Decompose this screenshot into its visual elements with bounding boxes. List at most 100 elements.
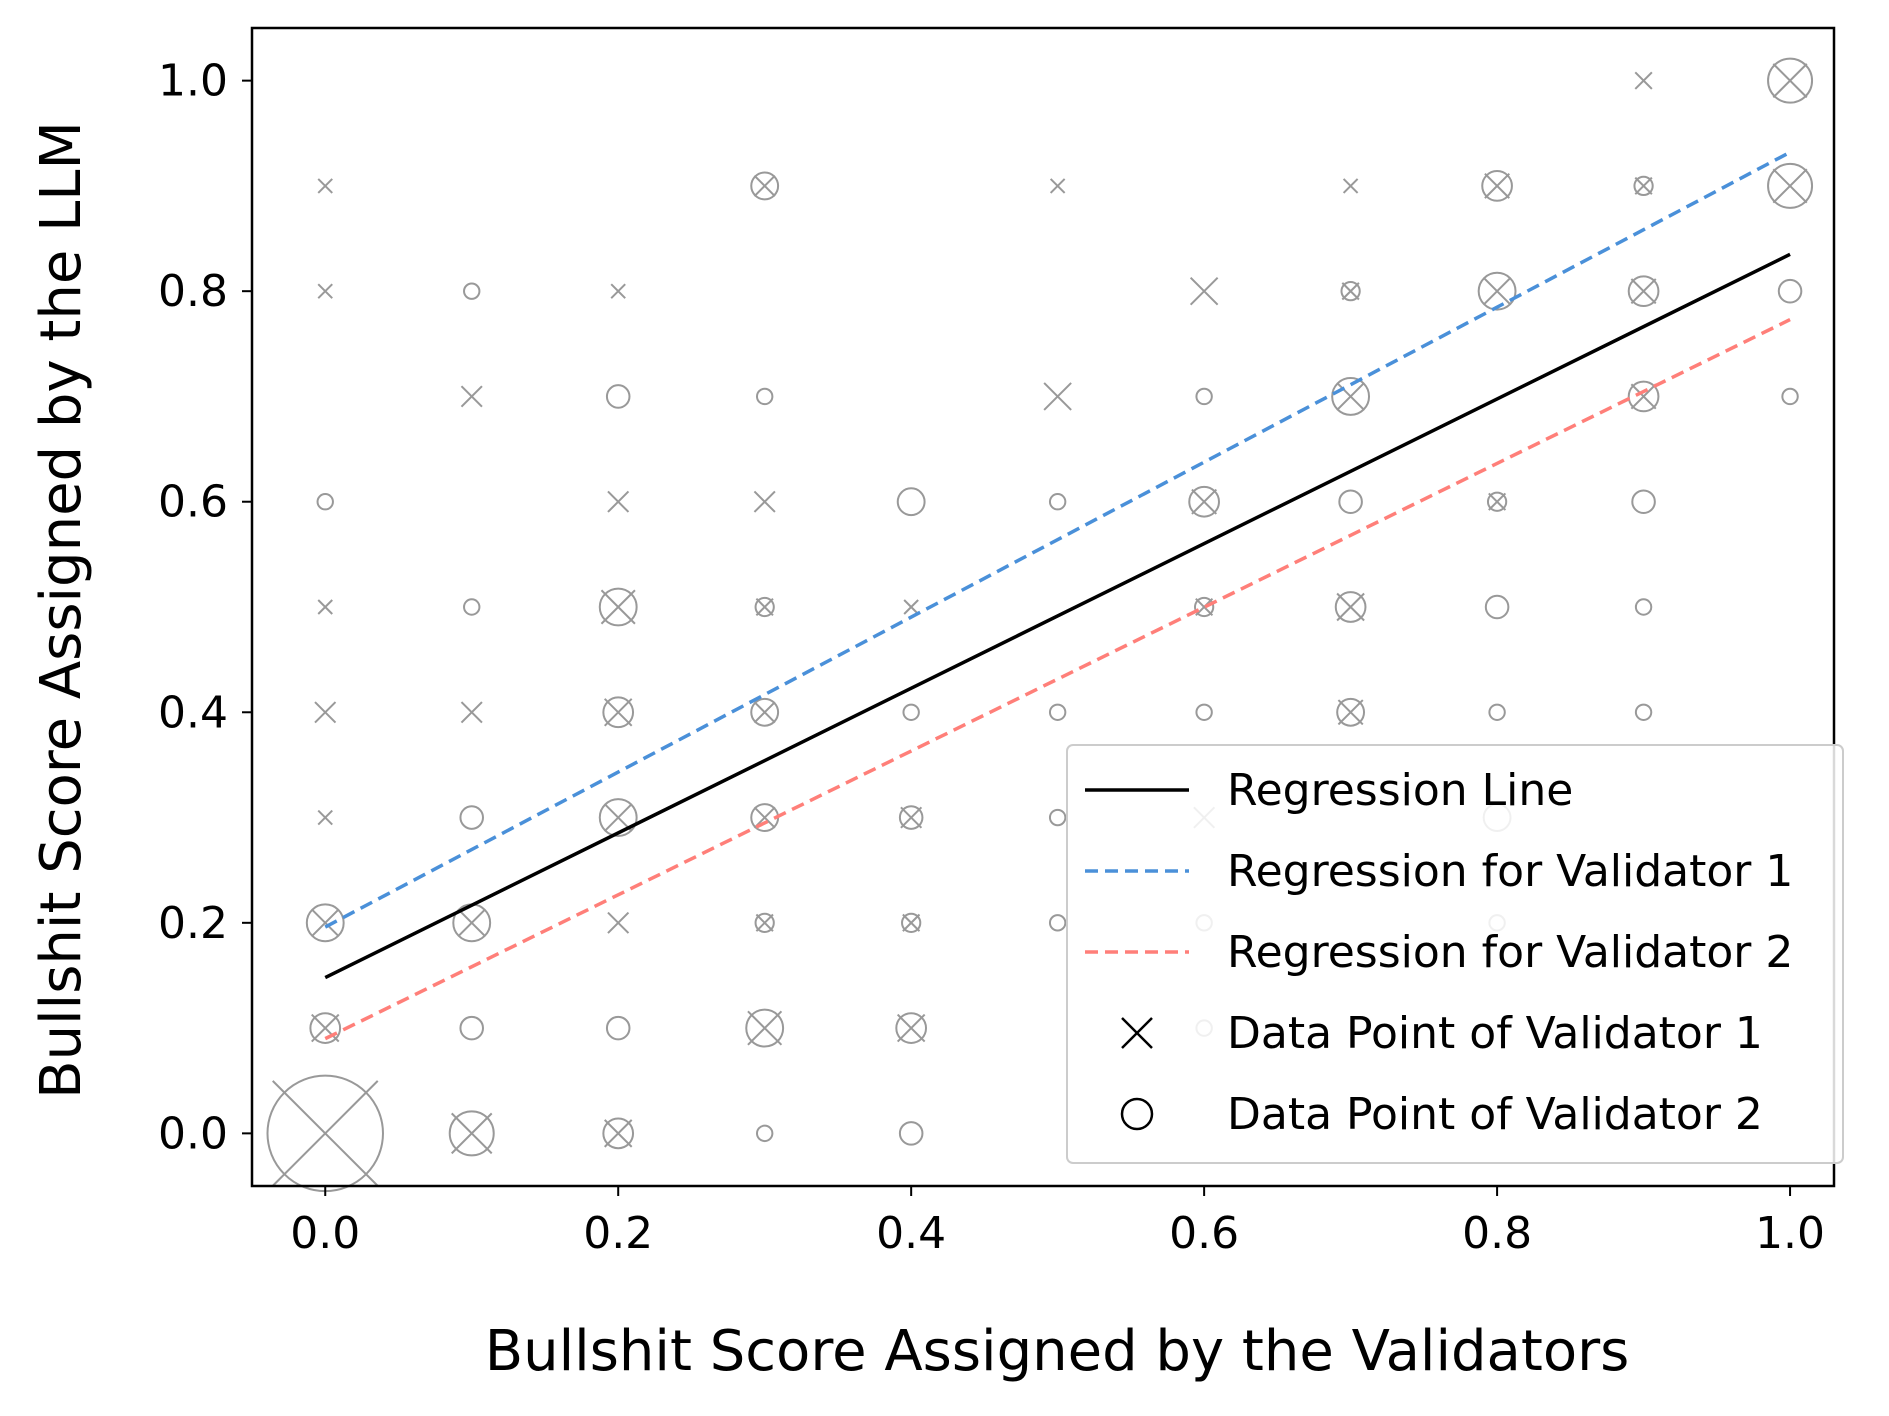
- x-marker-stroke: [603, 698, 633, 727]
- validator2-o-marker: [1193, 596, 1215, 618]
- x-marker-stroke: [460, 701, 483, 724]
- x-marker-stroke: [607, 490, 630, 513]
- validator2-o-marker: [1048, 703, 1067, 721]
- validator2-o-marker: [1338, 489, 1363, 515]
- validator2-o-marker: [1195, 387, 1213, 406]
- validator2-o-marker: [1188, 485, 1220, 518]
- validator1-x-marker: [1342, 178, 1359, 194]
- regression-lines-layer: [324, 150, 1791, 1041]
- validator2-o-marker: [1486, 491, 1508, 512]
- regression-line-validator-2: [324, 318, 1791, 1041]
- y-axis: 0.0 0.2 0.4 0.6 0.8 1.0: [158, 56, 252, 1159]
- x-marker-stroke: [1189, 276, 1219, 306]
- x-marker-stroke: [457, 908, 486, 938]
- validator1-x-marker: [317, 599, 333, 615]
- validator2-o-marker: [605, 1015, 631, 1041]
- validator2-o-marker: [602, 1117, 635, 1150]
- x-marker-stroke: [272, 1080, 379, 1187]
- x-marker-stroke: [317, 178, 333, 194]
- x-marker-stroke: [1634, 71, 1653, 90]
- validator1-x-marker: [755, 913, 774, 932]
- validator1-x-marker: [311, 908, 340, 938]
- validator1-x-marker: [272, 1080, 379, 1187]
- validator1-x-marker: [603, 698, 633, 727]
- validator2-o-marker: [745, 1008, 785, 1048]
- x-marker-stroke: [1336, 382, 1365, 411]
- x-marker-stroke: [1195, 597, 1214, 617]
- validator2-o-marker: [602, 696, 635, 729]
- validator2-o-marker: [1331, 377, 1371, 416]
- validator2-o-marker: [1777, 278, 1803, 304]
- validator2-o-marker: [1340, 281, 1361, 302]
- validator2-o-marker: [1781, 387, 1799, 406]
- validator2-o-marker: [316, 493, 334, 511]
- validator1-x-marker: [896, 1013, 926, 1043]
- validator2-o-marker: [755, 387, 774, 406]
- x-marker-stroke: [747, 1010, 783, 1046]
- validator2-o-marker: [755, 1124, 774, 1143]
- legend-box: [1066, 744, 1844, 1164]
- x-marker-stroke: [610, 283, 626, 299]
- validator2-o-marker: [902, 703, 920, 721]
- x-tick-label: 0.0: [290, 1208, 360, 1259]
- x-marker-stroke: [753, 490, 776, 513]
- legend-label: Regression for Validator 1: [1227, 846, 1793, 897]
- validator1-x-marker: [1482, 276, 1512, 306]
- validator1-x-marker: [1336, 382, 1365, 411]
- validator1-x-marker: [1341, 282, 1360, 301]
- x-tick-label: 0.2: [583, 1208, 653, 1259]
- x-marker-stroke: [1630, 383, 1657, 410]
- validator1-x-marker: [1484, 173, 1510, 199]
- x-marker-stroke: [903, 599, 919, 615]
- plot-frame: [250, 26, 1836, 1188]
- validator2-o-marker: [1484, 594, 1510, 620]
- x-marker-stroke: [1049, 178, 1066, 194]
- validator2-o-marker: [1634, 703, 1653, 721]
- validator1-x-marker: [317, 809, 333, 826]
- legend-o-marker-icon: [1120, 1097, 1154, 1131]
- validator1-x-marker: [460, 385, 483, 408]
- validator2-o-marker: [598, 587, 638, 627]
- validator1-x-marker: [900, 806, 923, 829]
- y-tick-label: 1.0: [158, 56, 228, 107]
- validator1-x-marker: [317, 178, 333, 194]
- validator2-o-marker: [459, 1015, 484, 1041]
- validator2-o-marker: [898, 1121, 924, 1146]
- legend-label: Regression Line: [1227, 765, 1573, 816]
- x-marker-stroke: [317, 599, 333, 615]
- validator2-o-marker: [1048, 493, 1067, 511]
- x-marker-stroke: [607, 911, 630, 934]
- x-marker-stroke: [1482, 276, 1512, 306]
- validator2-o-marker: [598, 798, 638, 837]
- validator1-x-marker: [1630, 278, 1657, 305]
- validator2-o-marker: [1627, 275, 1660, 308]
- x-marker-stroke: [460, 385, 483, 408]
- y-tick-label: 0.0: [158, 1108, 228, 1159]
- x-marker-stroke: [1341, 282, 1360, 301]
- y-tick-label: 0.8: [158, 266, 228, 317]
- validator2-o-marker: [750, 171, 780, 201]
- x-tick-label: 0.8: [1462, 1208, 1532, 1259]
- validator2-o-marker: [754, 596, 775, 618]
- validator1-x-marker: [1049, 178, 1066, 194]
- x-marker-stroke: [1043, 382, 1072, 411]
- validator2-o-marker: [309, 1012, 342, 1044]
- x-tick-label: 0.6: [1169, 1208, 1239, 1259]
- validator1-x-marker: [903, 599, 919, 615]
- validator1-x-marker: [1195, 597, 1214, 617]
- validator1-x-marker: [451, 1112, 493, 1155]
- x-marker-stroke: [902, 913, 921, 932]
- x-marker-stroke: [600, 589, 636, 625]
- x-marker-stroke: [1772, 63, 1808, 99]
- legend-label: Regression for Validator 2: [1227, 927, 1793, 978]
- validator2-o-marker: [895, 1012, 928, 1044]
- validator1-x-marker: [747, 1010, 783, 1046]
- x-tick-label: 1.0: [1755, 1208, 1825, 1259]
- validator1-x-marker: [1337, 699, 1364, 726]
- x-marker-stroke: [603, 1119, 633, 1148]
- validator1-x-marker: [603, 1119, 633, 1148]
- x-axis: 0.0 0.2 0.4 0.6 0.8 1.0: [290, 1186, 1825, 1259]
- validator2-o-marker: [459, 805, 484, 830]
